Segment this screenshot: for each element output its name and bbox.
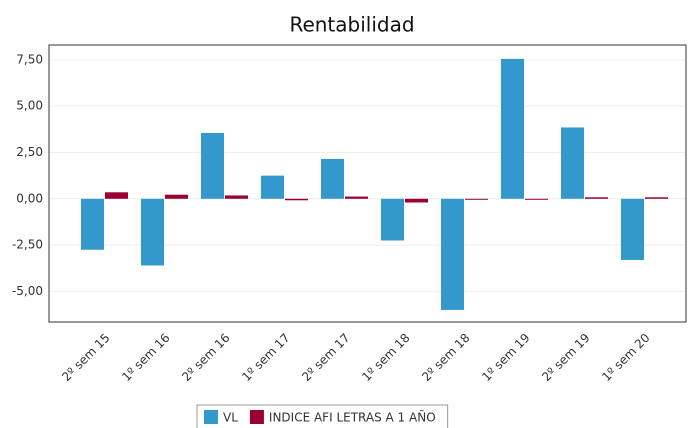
bar xyxy=(585,197,608,199)
y-tick-label: -5,00 xyxy=(12,284,43,298)
x-tick-label: 1º sem 16 xyxy=(119,331,172,384)
bar xyxy=(345,196,368,199)
x-tick-label: 1º sem 17 xyxy=(239,331,292,384)
bar xyxy=(141,198,164,266)
legend-swatch xyxy=(204,410,218,424)
bar xyxy=(465,198,488,200)
x-tick-label: 1º sem 18 xyxy=(359,331,412,384)
x-tick-label: 2º sem 18 xyxy=(419,331,472,384)
legend-label: INDICE AFI LETRAS A 1 AÑO xyxy=(269,410,436,425)
x-tick-label: 2º sem 17 xyxy=(299,331,352,384)
bar xyxy=(621,198,644,260)
x-tick-label: 2º sem 19 xyxy=(539,331,592,384)
bar xyxy=(645,197,668,199)
y-tick-label: 5,00 xyxy=(16,99,43,113)
bar xyxy=(501,58,524,199)
bar xyxy=(285,198,308,201)
bar xyxy=(441,198,464,310)
bar xyxy=(405,198,428,203)
bar xyxy=(165,194,188,199)
bar xyxy=(105,192,128,199)
bar xyxy=(561,127,584,199)
legend-swatch xyxy=(249,410,264,424)
legend-label: VL xyxy=(223,411,238,425)
plot-frame xyxy=(48,44,687,323)
y-tick-label: 0,00 xyxy=(16,191,43,205)
x-tick-label: 1º sem 19 xyxy=(479,331,532,384)
y-tick-label: 7,50 xyxy=(16,52,43,66)
bar xyxy=(525,198,548,200)
x-tick-label: 1º sem 20 xyxy=(599,331,652,384)
x-tick-label: 2º sem 16 xyxy=(179,331,232,384)
y-tick-label: -2,50 xyxy=(12,238,43,252)
legend: VL INDICE AFI LETRAS A 1 AÑO xyxy=(196,404,449,428)
y-tick-label: 2,50 xyxy=(16,145,43,159)
bar xyxy=(321,158,344,199)
bar xyxy=(261,175,284,199)
bar xyxy=(225,195,248,199)
bar xyxy=(201,133,224,199)
bar xyxy=(381,198,404,241)
chart-title: Rentabilidad xyxy=(289,13,414,37)
x-tick-label: 2º sem 15 xyxy=(59,331,112,384)
bar xyxy=(81,198,104,250)
